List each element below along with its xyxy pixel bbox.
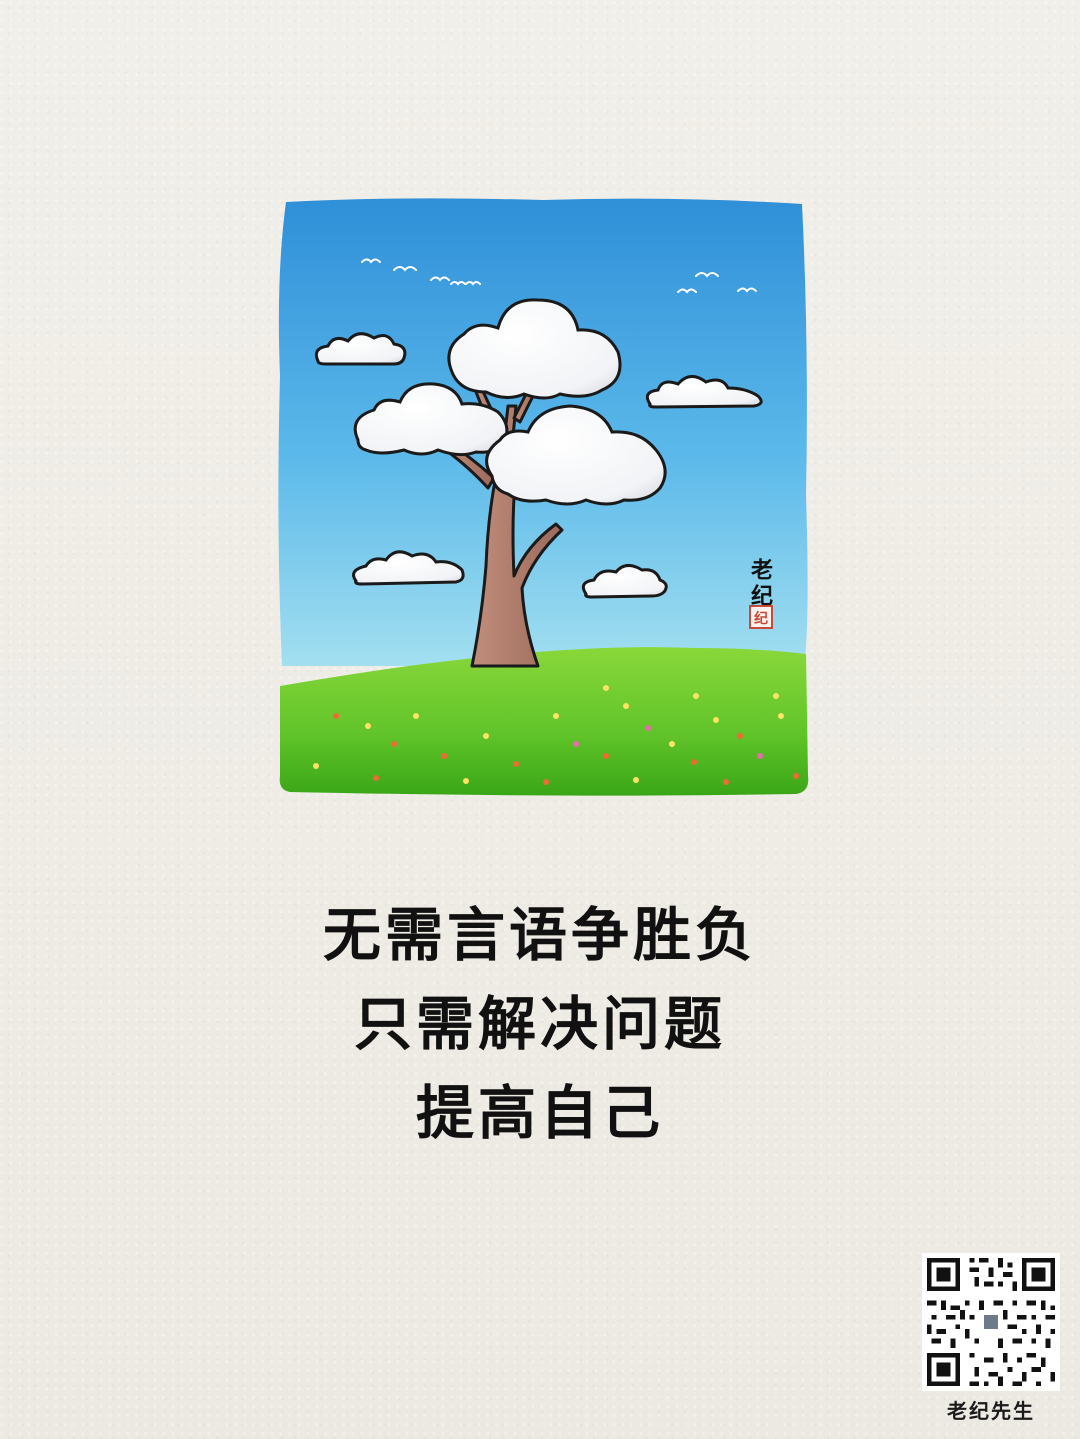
poem-text: 无需言语争胜负 只需解决问题 提高自己 [0, 902, 1080, 1169]
tree-cloud-right [485, 404, 667, 506]
cloud-left [314, 332, 407, 366]
illustration-svg: 老纪 纪 [278, 198, 809, 796]
cloud-right [645, 375, 763, 409]
tree-cloud-illustration: 老纪 纪 [276, 196, 810, 796]
qr-label: 老纪先生 [947, 1399, 1035, 1423]
cloud-lower-right [581, 564, 668, 599]
qr-block: 老纪先生 [922, 1253, 1060, 1425]
poem-line-2: 只需解决问题 [353, 990, 726, 1058]
flowers [313, 685, 799, 785]
qr-code-icon[interactable] [922, 1253, 1060, 1391]
artist-signature: 老纪 [747, 558, 774, 610]
poem-line-3: 提高自己 [415, 1079, 664, 1147]
grass-field [279, 647, 809, 796]
cloud-lower-left [352, 550, 465, 586]
artist-seal [749, 605, 773, 629]
tree-cloud-top [447, 298, 622, 400]
birds [361, 258, 757, 294]
tree-cloud-left [353, 382, 509, 457]
poem-line-1: 无需言语争胜负 [322, 901, 757, 969]
artist-seal-text: 纪 [754, 610, 768, 627]
